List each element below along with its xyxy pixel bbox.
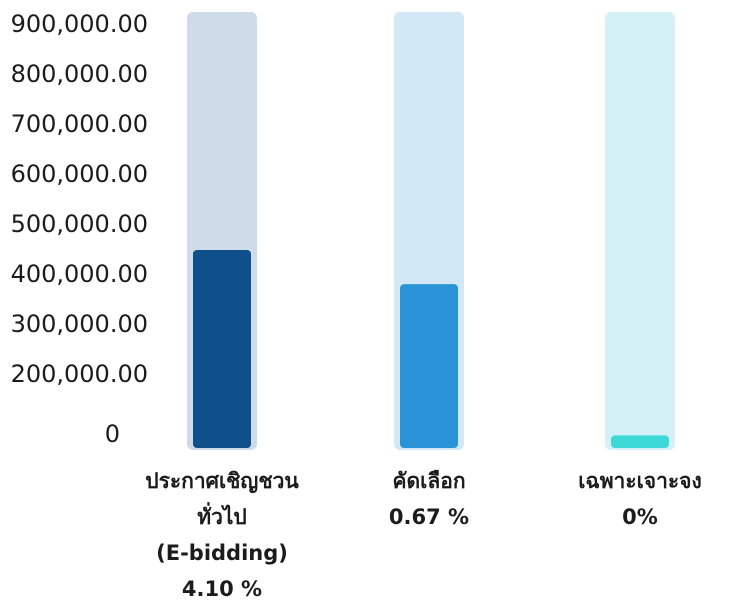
y-tick-label: 700,000.00 bbox=[11, 110, 148, 138]
y-tick-label: 800,000.00 bbox=[11, 60, 148, 88]
category-label: ประกาศเชิญชวน bbox=[145, 469, 299, 494]
percent-label: 4.10 % bbox=[182, 577, 262, 601]
y-tick-label: 300,000.00 bbox=[11, 310, 148, 338]
percent-label: 0% bbox=[622, 505, 658, 529]
y-tick-label: 400,000.00 bbox=[11, 260, 148, 288]
y-tick-label: 900,000.00 bbox=[11, 10, 148, 38]
category-label: ทั่วไป bbox=[197, 501, 247, 529]
bars-group bbox=[187, 12, 675, 450]
y-tick-label: 500,000.00 bbox=[11, 210, 148, 238]
category-label: (E-bidding) bbox=[156, 541, 288, 565]
bar bbox=[193, 250, 251, 448]
y-axis: 900,000.00 800,000.00 700,000.00 600,000.00… bbox=[11, 10, 148, 448]
bar bbox=[400, 284, 458, 448]
y-tick-label: 200,000.00 bbox=[11, 360, 148, 388]
category-label: คัดเลือก bbox=[392, 469, 465, 493]
percent-label: 0.67 % bbox=[389, 505, 469, 529]
bar bbox=[611, 435, 669, 448]
bar-track bbox=[605, 12, 675, 450]
category-label: เฉพาะเจาะจง bbox=[578, 469, 702, 493]
y-tick-label: 0 bbox=[105, 420, 120, 448]
y-tick-label: 600,000.00 bbox=[11, 160, 148, 188]
